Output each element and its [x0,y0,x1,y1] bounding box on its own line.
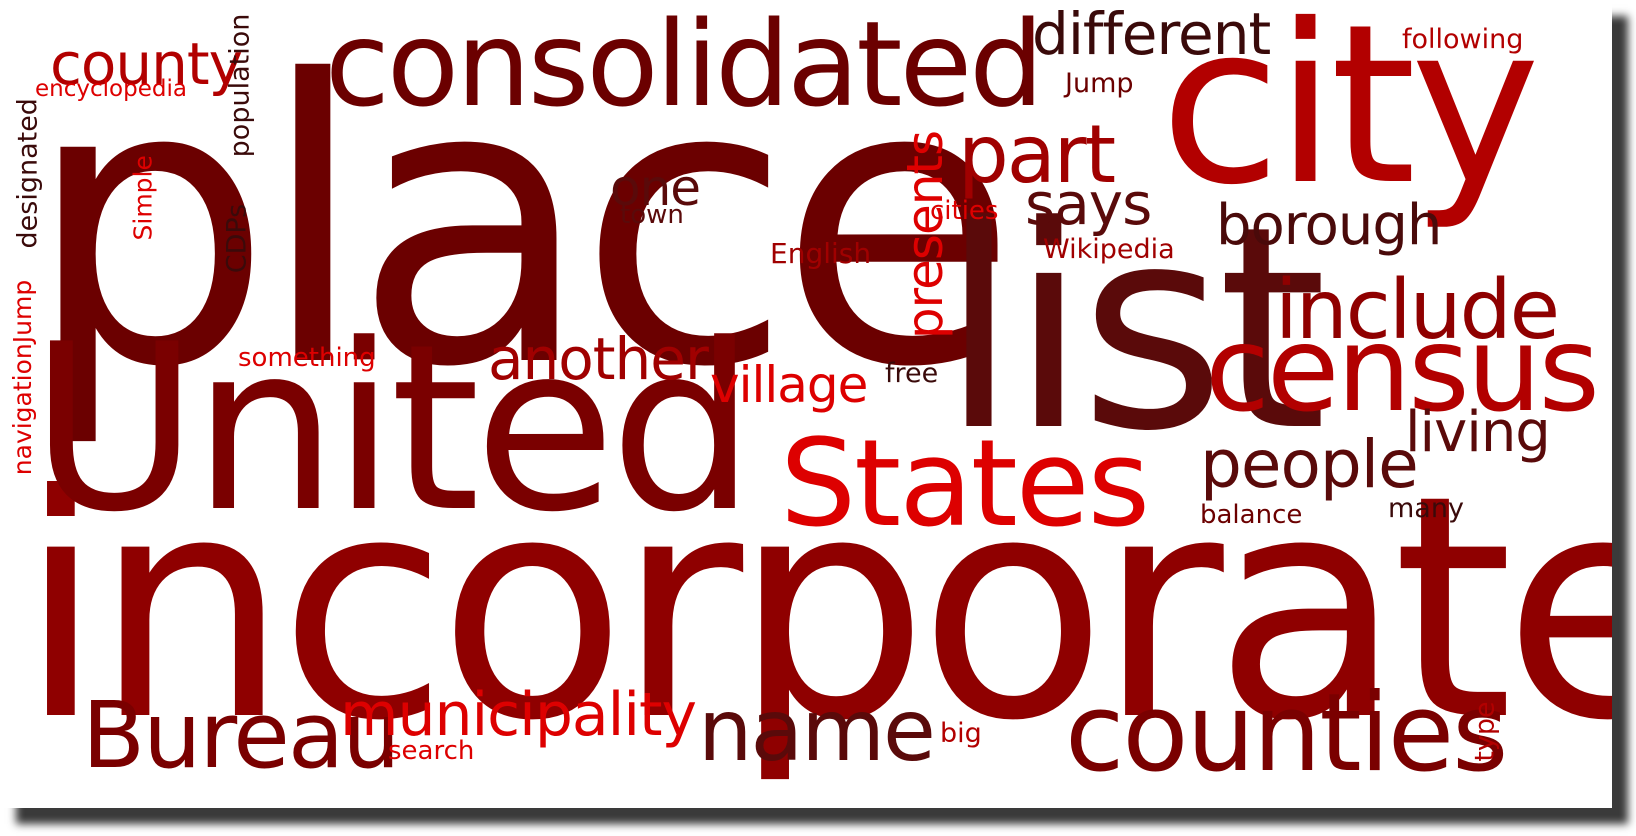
word-city: city [1160,0,1541,233]
word-people: people [1200,426,1419,503]
word-municipality: municipality [340,680,697,750]
word-list: list [940,167,1327,493]
word-bureau: Bureau [82,682,401,789]
word-name: name [698,681,936,781]
word-jump: Jump [1065,68,1134,99]
word-navigationjump: navigationJump [8,279,37,476]
word-living: living [1405,400,1551,465]
word-town: town [620,200,684,230]
word-one: one [610,159,701,217]
word-place: place [25,0,1018,452]
word-part: part [958,108,1116,201]
word-states: States [780,415,1150,554]
word-village: village [710,356,868,414]
word-population: population [224,13,256,158]
word-different: different [1032,0,1271,68]
word-cdps: CDPs [221,203,253,274]
word-incorporated: incorporated [18,429,1612,788]
word-balance: balance [1200,500,1303,530]
word-include: include [1275,263,1560,358]
word-census: census [1205,300,1600,438]
word-encyclopedia: encyclopedia [35,76,187,102]
word-type: type [1469,701,1501,762]
word-cloud: place incorporated United list city cons… [8,0,1612,796]
word-simple: Simple [128,155,158,241]
word-borough: borough [1216,193,1442,258]
word-presents: presents [896,130,954,340]
word-county: county [50,30,243,98]
word-united: United [30,296,756,563]
word-says: says [1025,170,1152,238]
word-wikipedia: Wikipedia [1043,234,1175,265]
word-designated: designated [12,98,44,249]
word-english: English [770,237,872,270]
word-search: search [388,736,475,766]
word-following: following [1402,24,1524,55]
word-cities: cities [930,196,999,226]
word-many: many [1388,493,1464,524]
word-another: another [488,325,709,393]
word-something: something [238,343,376,373]
word-counties: counties [1065,671,1508,796]
word-consolidated: consolidated [325,0,1044,133]
word-free: free [885,358,939,389]
word-big: big [940,718,982,749]
